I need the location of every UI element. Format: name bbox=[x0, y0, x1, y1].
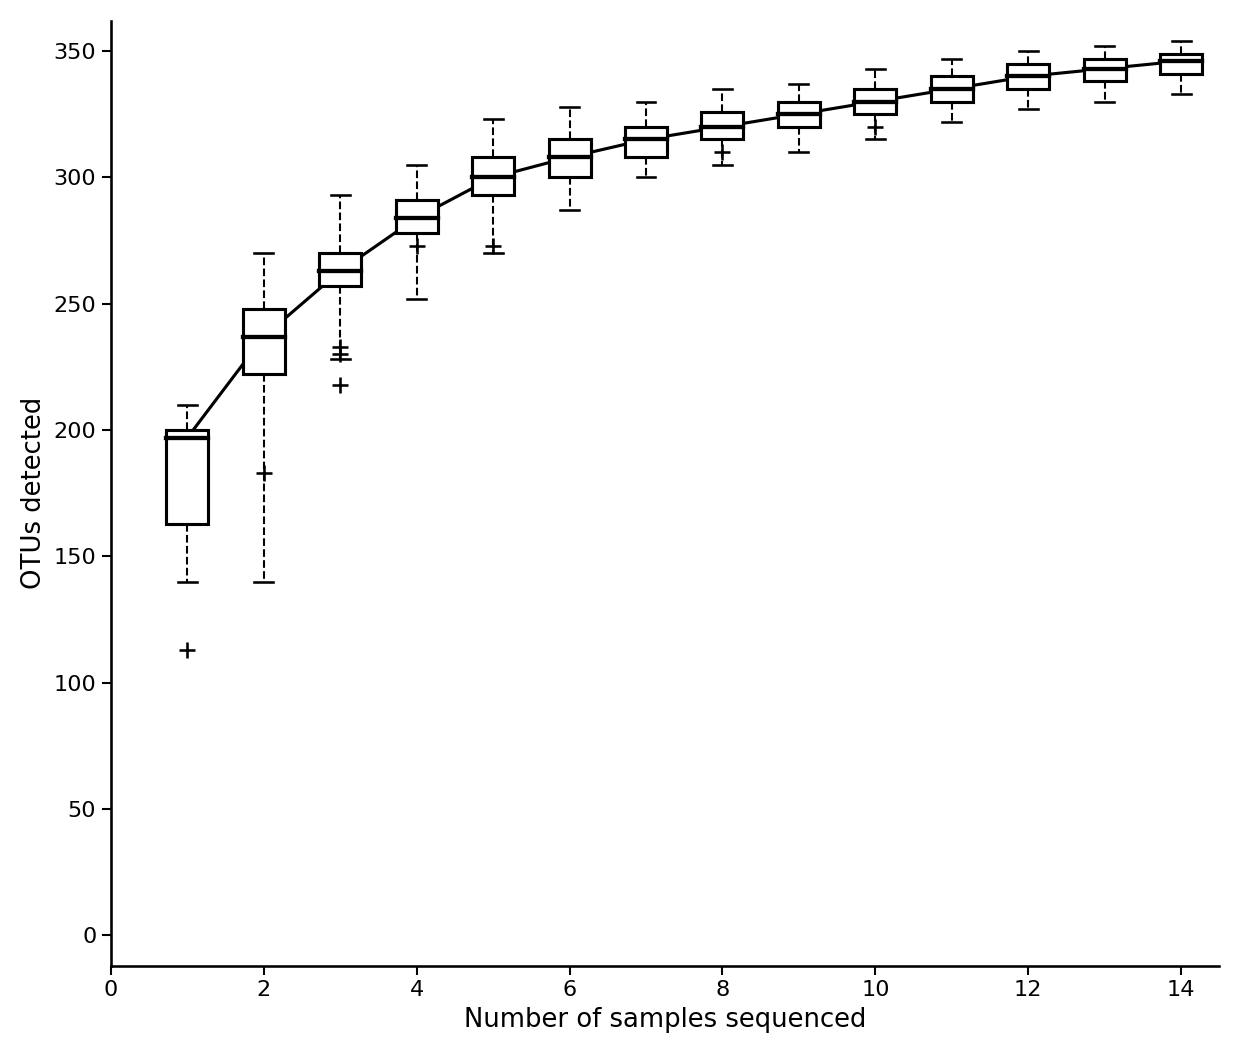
Bar bbox=[243, 309, 285, 374]
Bar bbox=[396, 200, 438, 233]
Bar bbox=[931, 76, 973, 101]
X-axis label: Number of samples sequenced: Number of samples sequenced bbox=[464, 1008, 867, 1033]
Bar bbox=[166, 430, 208, 524]
Bar bbox=[702, 112, 744, 139]
Bar bbox=[1007, 63, 1049, 89]
Bar bbox=[854, 89, 897, 114]
Y-axis label: OTUs detected: OTUs detected bbox=[21, 397, 47, 589]
Bar bbox=[1084, 59, 1126, 81]
Bar bbox=[625, 126, 667, 157]
Bar bbox=[1161, 54, 1202, 74]
Bar bbox=[319, 253, 361, 286]
Bar bbox=[777, 101, 820, 126]
Bar bbox=[548, 139, 590, 177]
Bar bbox=[472, 157, 515, 195]
